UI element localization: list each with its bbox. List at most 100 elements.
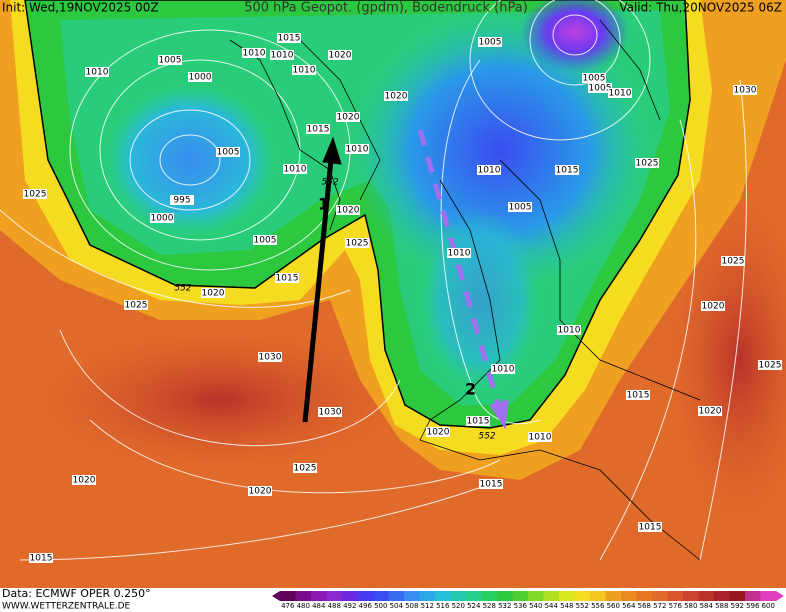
scale-swatch: [729, 591, 746, 601]
isobar-label: 1010: [243, 49, 266, 59]
scale-label: 600: [762, 602, 775, 610]
isobar-label-bg: [85, 67, 109, 77]
isobar-label-bg: [336, 205, 360, 215]
scale-label: 592: [731, 602, 744, 610]
isobar-label-bg: [283, 164, 307, 174]
isobar-label-bg: [188, 72, 212, 82]
scale-swatch: [528, 591, 544, 601]
valid-time: Valid: Thu,20NOV2025 06Z: [619, 1, 782, 15]
scale-label: 504: [390, 602, 404, 610]
isobar-label: 1025: [294, 464, 317, 474]
scale-swatch: [404, 591, 420, 601]
isobar-label-bg: [608, 88, 632, 98]
isobar-label-bg: [23, 189, 47, 199]
scale-swatch: [342, 591, 358, 601]
isobar-label-bg: [491, 364, 515, 374]
scale-swatch: [435, 591, 451, 601]
isobar-label: 1025: [346, 239, 369, 249]
isobar-label-bg: [150, 213, 174, 223]
isobar-label: 1025: [722, 257, 745, 267]
isobar-label: 1015: [278, 34, 301, 44]
isobar-label-bg: [345, 238, 369, 248]
scale-label: 580: [684, 602, 697, 610]
website: WWW.WETTERZENTRALE.DE: [2, 602, 131, 612]
map-area: 1 2: [0, 0, 786, 588]
scale-swatch: [667, 591, 684, 601]
scale-swatch: [388, 591, 405, 601]
arrow-1: [302, 136, 342, 423]
isobar-label: 1015: [556, 166, 579, 176]
scale-swatch: [357, 591, 374, 601]
isobar-label: 1030: [734, 86, 757, 96]
isobar-label: 1020: [337, 206, 360, 216]
isobar-label-bg: [306, 124, 330, 134]
color-scale: 476 480 484 488 492 496 500 504 508 512 516 520 524 5…: [272, 591, 784, 610]
isobar-label: 1010: [558, 326, 581, 336]
scale-swatch: [760, 591, 777, 601]
isobar-label-bg: [248, 486, 272, 496]
isobar-label: 1010: [293, 66, 316, 76]
isobar-label: 1010: [492, 365, 515, 375]
scale-label: 496: [359, 602, 373, 610]
scale-swatch: [497, 591, 513, 601]
isobar-label: 1020: [249, 487, 272, 497]
isobar-label-bg: [201, 288, 225, 298]
isobar-label: 1020: [702, 302, 725, 312]
scale-label: 520: [452, 602, 465, 610]
isobar-label: 1020: [427, 428, 450, 438]
scale-swatch: [466, 591, 482, 601]
scale-label: 576: [669, 602, 683, 610]
scale-swatch: [605, 591, 622, 601]
isobar-label: 1025: [759, 361, 782, 371]
isobar-label-bg: [258, 352, 282, 362]
scale-swatch: [745, 591, 761, 601]
scale-label: 524: [467, 602, 481, 610]
isobar-label-bg: [29, 553, 53, 563]
contour-label: 552: [174, 284, 191, 294]
isobar-label-bg: [479, 479, 503, 489]
scale-label: 508: [405, 602, 418, 610]
isobar-label: 1025: [636, 159, 659, 169]
isobar-label: 1005: [254, 236, 277, 246]
isobar-label-bg: [336, 112, 360, 122]
contour-label: 552: [478, 432, 495, 442]
arrow-label: 2: [465, 380, 476, 399]
isobar-label: 1000: [151, 214, 174, 224]
isobar-label: 1005: [159, 56, 182, 66]
isobar-label: 1025: [24, 190, 47, 200]
scale-label: 488: [328, 602, 341, 610]
scale-label: 532: [498, 602, 511, 610]
isobar-label-bg: [477, 165, 501, 175]
scale-label: 484: [312, 602, 326, 610]
scale-swatch: [326, 591, 343, 601]
isobar-label: 1020: [699, 407, 722, 417]
isobar-label: 1005: [589, 84, 612, 94]
isobar-label-bg: [555, 165, 579, 175]
isobar-label-bg: [345, 144, 369, 154]
isobars: [0, 0, 747, 561]
isobar-label: 1030: [319, 408, 342, 418]
map-title: 500 hPa Geopot. (gpdm), Bodendruck (hPa): [244, 1, 528, 16]
isobar-label-bg: [508, 202, 532, 212]
isobar-label: 1010: [86, 68, 109, 78]
isobar-label-bg: [626, 390, 650, 400]
isobar-label: 1005: [479, 38, 502, 48]
scale-label: 480: [297, 602, 310, 610]
isobar-label: 1010: [448, 249, 471, 259]
isobar-label: 1010: [609, 89, 632, 99]
isobar-label: 1020: [329, 51, 352, 61]
scale-swatch: [636, 591, 653, 601]
scale-label: 552: [576, 602, 589, 610]
isobar-label-bg: [582, 73, 606, 83]
isobar-label: 1015: [639, 523, 662, 533]
isobar-label: 1015: [276, 274, 299, 284]
isobar-label-bg: [758, 360, 782, 370]
scale-label: 528: [483, 602, 496, 610]
isobar-label: 1020: [337, 113, 360, 123]
scale-swatch: [574, 591, 591, 601]
isobar-label-bg: [698, 406, 722, 416]
scale-swatch: [543, 591, 560, 601]
scale-swatch: [311, 591, 327, 601]
scale-label: 492: [343, 602, 356, 610]
